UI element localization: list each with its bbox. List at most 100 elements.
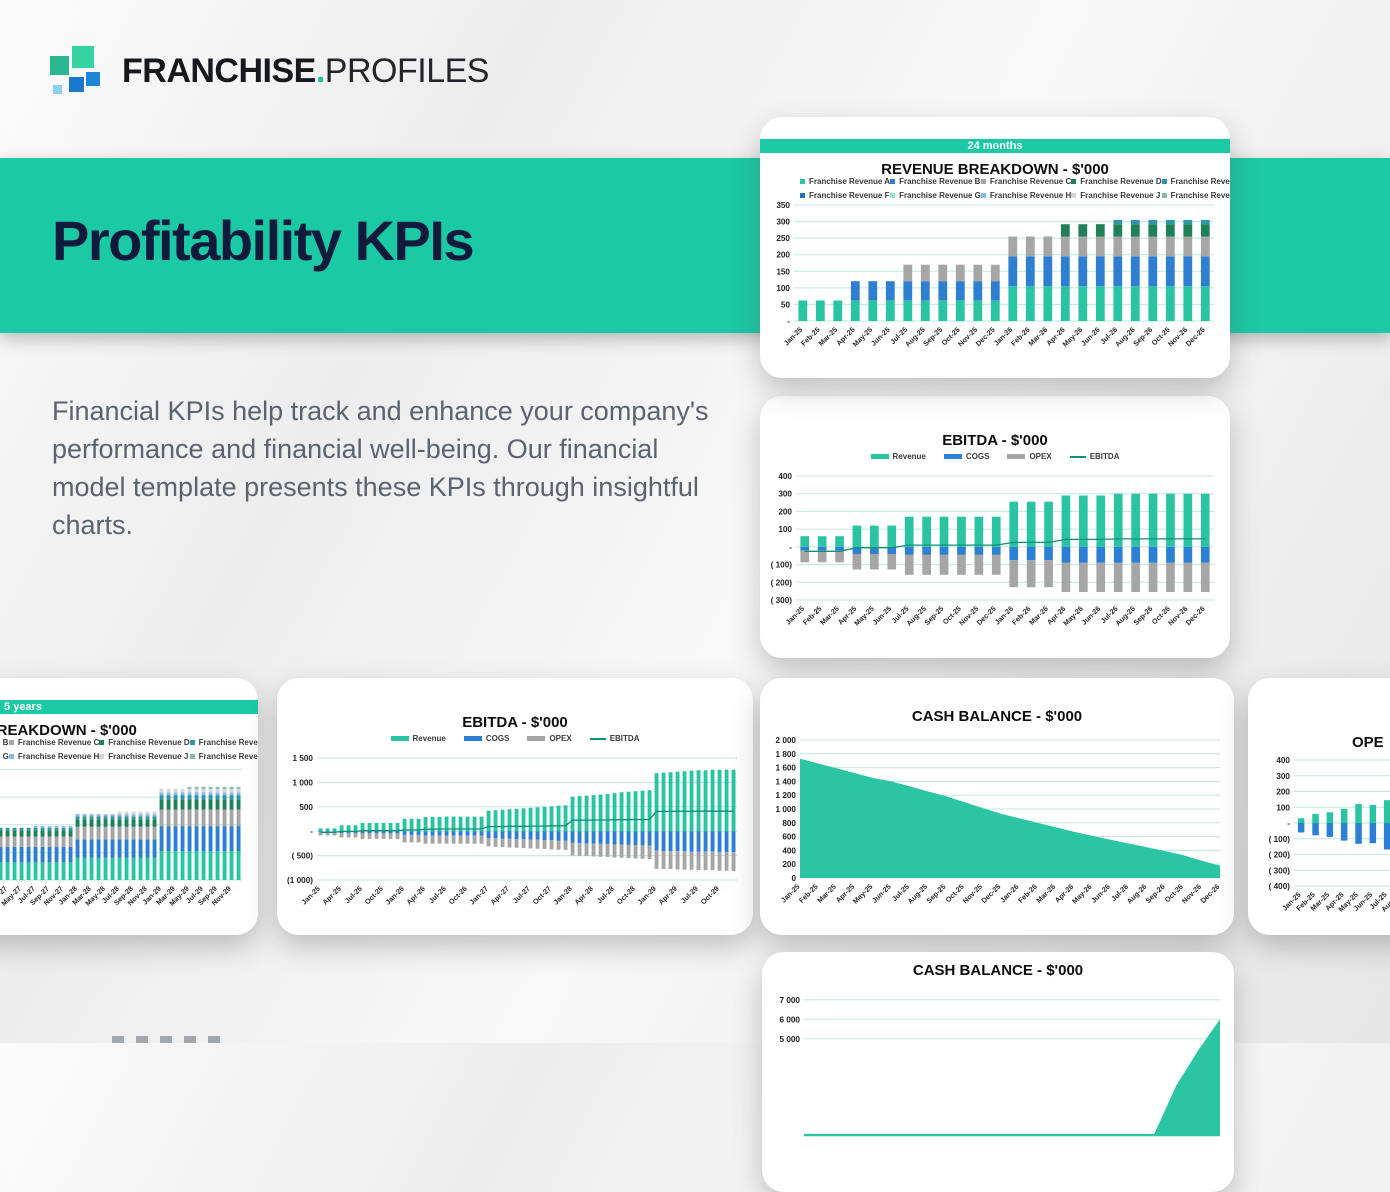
svg-text:Jan-27: Jan-27 <box>467 884 489 906</box>
legend-label: Franchise Revenue C <box>17 738 100 747</box>
chart-series <box>804 1019 1220 1137</box>
svg-text:Jan-25: Jan-25 <box>779 882 801 904</box>
chart-title: OPE <box>1352 734 1384 751</box>
chart-series <box>798 219 1210 321</box>
svg-text:-: - <box>1287 819 1290 828</box>
legend-item: OPEX <box>1007 452 1052 461</box>
axis-labels: 7 000 6 000 5 000 <box>780 996 801 1044</box>
legend-label: Franchise Revenue A <box>809 177 891 186</box>
svg-text:Dec-25: Dec-25 <box>974 325 997 348</box>
legend-swatch <box>800 193 805 198</box>
gridlines <box>317 757 737 881</box>
legend-item: Franchise Revenue H <box>8 752 99 761</box>
svg-text:Dec-26: Dec-26 <box>1184 604 1207 627</box>
logo-square-lightblue <box>53 85 62 94</box>
legend-label: Franchise Revenue E <box>198 738 258 747</box>
legend-item: Franchise Revenue D <box>99 738 190 747</box>
svg-text:Aug-26: Aug-26 <box>1125 882 1149 906</box>
gridlines <box>794 204 1214 322</box>
svg-text:1 400: 1 400 <box>776 777 797 786</box>
cash-balance-5y-partial-chart: 7 000 6 000 5 000 <box>780 996 1220 1137</box>
legend-swatch <box>189 740 195 745</box>
legend-label: Franchise Revenue H <box>989 191 1072 200</box>
legend-item: COGS <box>463 734 509 743</box>
svg-text:( 200): ( 200) <box>1269 851 1291 860</box>
revenue-breakdown-24m-chart: 35030025020015010050-Jan-25Feb-25Mar-25A… <box>776 201 1214 349</box>
svg-text:200: 200 <box>782 860 796 869</box>
svg-text:Mar-25: Mar-25 <box>816 325 839 348</box>
svg-text:100: 100 <box>1276 803 1290 812</box>
svg-text:Apr-26: Apr-26 <box>404 884 426 906</box>
chart-legend: Franchise Revenue A Franchise Revenue B Fr… <box>800 177 1230 200</box>
chart-title: REVENUE BREAKDOWN - $'000 <box>881 161 1109 178</box>
svg-text:Nov-26: Nov-26 <box>1180 882 1203 905</box>
chart-series <box>0 786 241 880</box>
svg-text:50: 50 <box>781 300 791 309</box>
svg-text:Mar-25: Mar-25 <box>818 604 841 627</box>
svg-text:5 000: 5 000 <box>780 1035 801 1044</box>
svg-text:( 500): ( 500) <box>292 852 314 861</box>
legend-label: EBITDA <box>1089 452 1120 461</box>
svg-text:Dec-25: Dec-25 <box>979 882 1002 905</box>
svg-text:May-25: May-25 <box>851 325 875 349</box>
partial-square <box>208 1036 220 1043</box>
svg-text:7 000: 7 000 <box>780 996 801 1005</box>
svg-text:Aug-25: Aug-25 <box>906 882 930 906</box>
legend-item: EBITDA <box>1069 452 1120 461</box>
brand-logo: FRANCHISE.PROFILES <box>48 42 489 100</box>
partial-square <box>112 1036 124 1043</box>
svg-text:(1 000): (1 000) <box>287 876 313 885</box>
chart-card-revenue-breakdown-24m: 24 months REVENUE BREAKDOWN - $'000 Fran… <box>760 117 1230 378</box>
chart-legend: Revenue COGS OPEX EBITDA <box>277 734 753 743</box>
svg-text:Oct-29: Oct-29 <box>699 884 721 906</box>
svg-text:-: - <box>787 317 790 326</box>
legend-swatch <box>890 179 896 184</box>
legend-swatch <box>800 179 805 184</box>
svg-text:Jan-28: Jan-28 <box>551 884 573 906</box>
chart-card-revenue-breakdown-5y: 5 years REVENUE BREAKDOWN - $'000 Franch… <box>0 678 258 935</box>
svg-text:400: 400 <box>1276 756 1290 765</box>
brand-name-bold: FRANCHISE <box>122 51 316 90</box>
svg-text:500: 500 <box>299 803 313 812</box>
legend-label: EBITDA <box>609 734 640 743</box>
legend-label: Franchise Revenue C <box>989 177 1072 186</box>
svg-text:600: 600 <box>782 833 796 842</box>
brand-name: FRANCHISE.PROFILES <box>122 52 489 91</box>
legend-label: Franchise Revenue D <box>1080 177 1162 186</box>
legend-item: Revenue <box>870 452 926 461</box>
svg-text:May-25: May-25 <box>852 604 876 628</box>
chart-card-cash-balance-5y-partial: CASH BALANCE - $'000 7 000 6 000 5 000 <box>762 952 1234 1192</box>
logo-square-teal-small <box>50 56 69 75</box>
svg-text:200: 200 <box>1276 788 1290 797</box>
svg-text:Jan-29: Jan-29 <box>635 884 657 906</box>
slide: FRANCHISE.PROFILES Profitability KPIs Fi… <box>0 42 1390 1137</box>
legend-label: Franchise Revenue B <box>899 177 981 186</box>
svg-text:( 100): ( 100) <box>771 561 793 570</box>
svg-text:Sep-25: Sep-25 <box>921 325 944 348</box>
legend-item: Franchise Revenue G <box>890 191 981 200</box>
legend-item: Franchise Revenue B <box>890 177 981 186</box>
svg-text:Sep-26: Sep-26 <box>1131 604 1154 627</box>
svg-text:Dec-25: Dec-25 <box>975 604 998 627</box>
svg-text:Dec-26: Dec-26 <box>1184 325 1207 348</box>
svg-text:Sep-26: Sep-26 <box>1144 882 1167 905</box>
legend-label: Revenue <box>412 734 446 743</box>
partial-square <box>160 1036 172 1043</box>
legend-swatch <box>1007 454 1026 459</box>
svg-text:Jun-25: Jun-25 <box>869 325 892 348</box>
chart-card-ebitda-5y: EBITDA - $'000 Revenue COGS OPEX EBITDA 1 5… <box>277 678 753 935</box>
svg-text:800: 800 <box>782 819 796 828</box>
svg-text:Sep-26: Sep-26 <box>1131 325 1154 348</box>
svg-text:6 000: 6 000 <box>780 1015 801 1024</box>
svg-text:2 000: 2 000 <box>776 736 797 745</box>
legend-swatch <box>1069 455 1086 458</box>
legend-item: Franchise Revenue E <box>189 738 258 747</box>
brand-dot: . <box>315 51 325 90</box>
legend-swatch <box>589 737 606 740</box>
legend-label: Franchise Revenue L <box>1170 191 1230 200</box>
legend-item: Franchise Revenue L <box>189 752 258 761</box>
legend-swatch <box>390 736 409 741</box>
chart-legend: Revenue COGS OPEX EBITDA <box>760 452 1230 461</box>
legend-item: EBITDA <box>589 734 640 743</box>
